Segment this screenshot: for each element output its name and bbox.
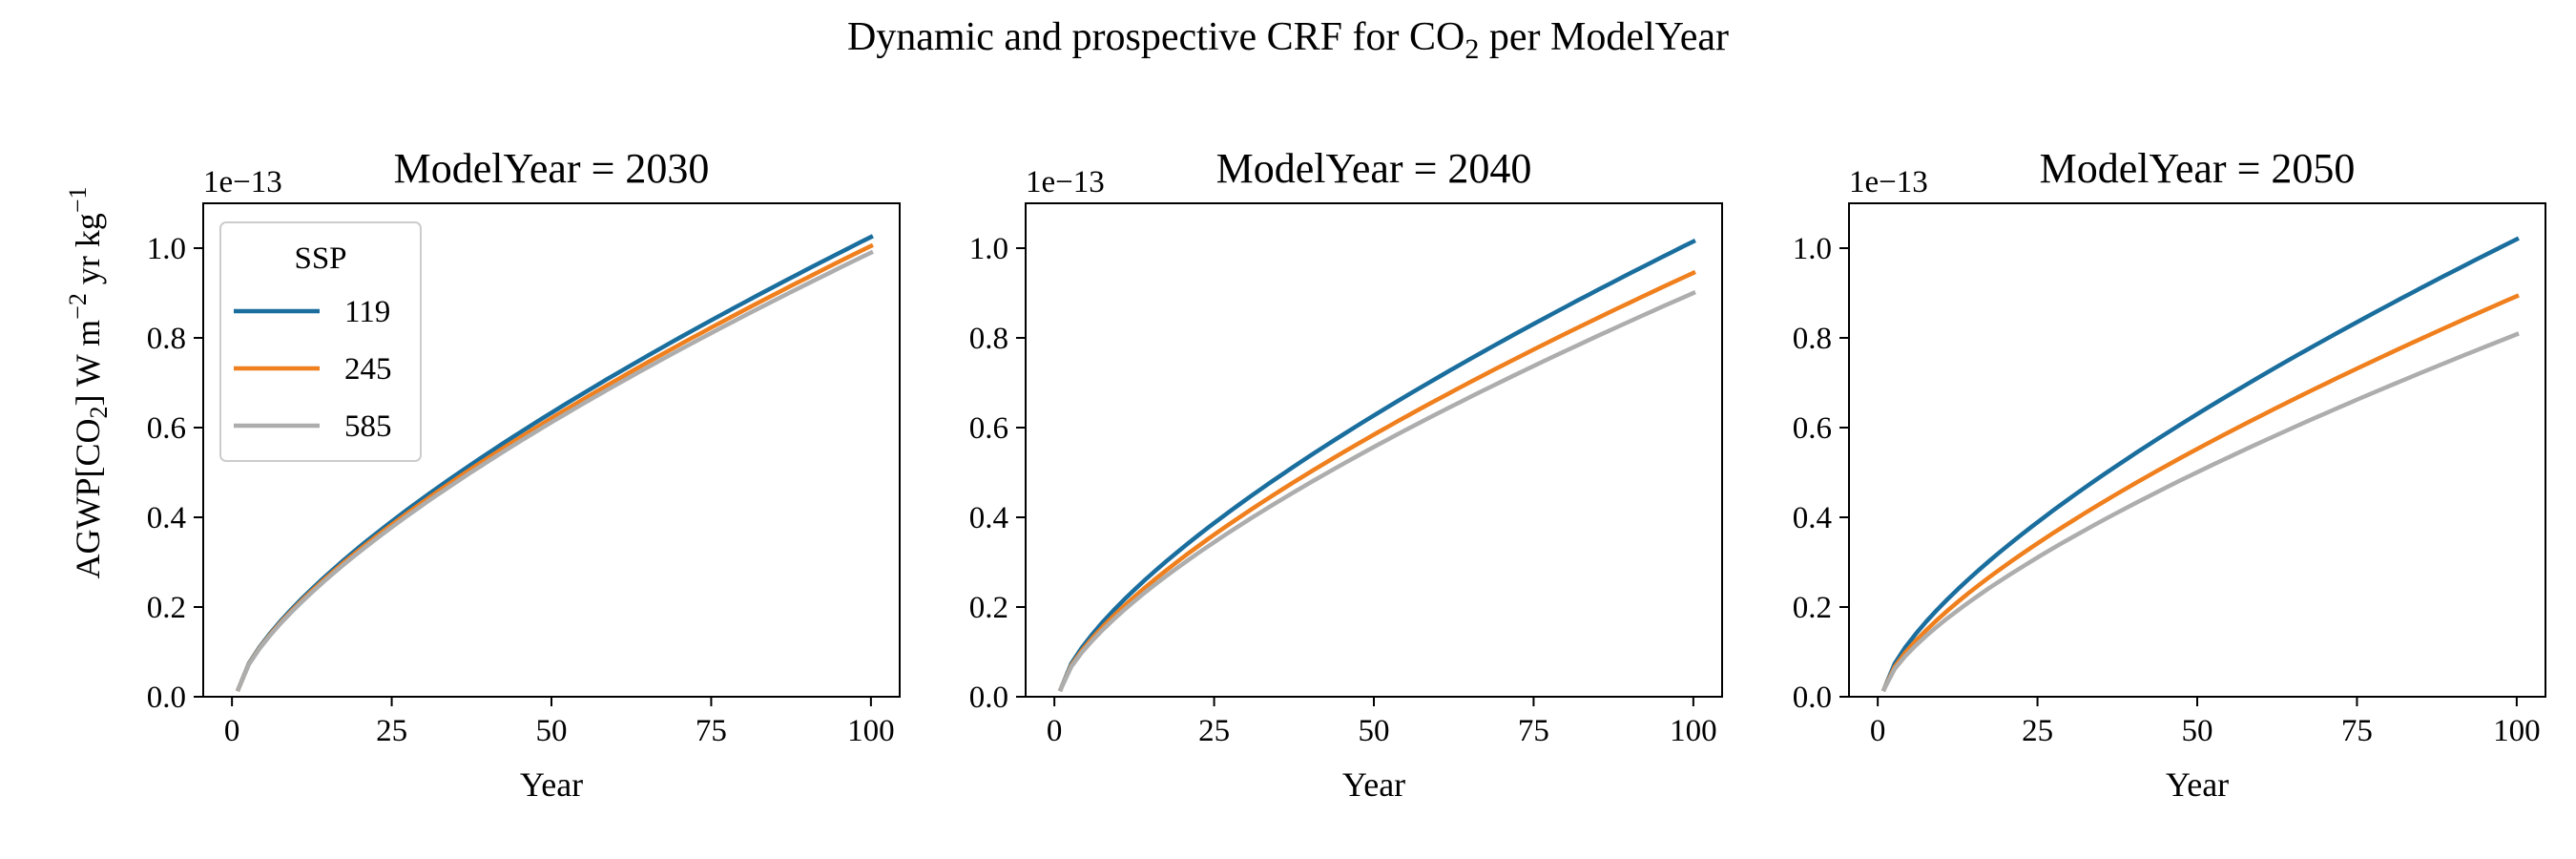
legend-box <box>219 221 422 462</box>
panel-2: ModelYear = 2040 1e−13 0 25 50 75 100 0.0 0.2 0.4… <box>969 145 1723 804</box>
x-tick-label: 50 <box>536 714 568 748</box>
x-tick-label: 0 <box>1047 714 1063 748</box>
x-tick-label: 100 <box>1670 714 1717 748</box>
y-tick-label: 0.8 <box>147 322 186 356</box>
series-line-245 <box>1880 293 2520 692</box>
y-tick-label: 0.2 <box>969 591 1008 625</box>
panels: ModelYear = 2030 1e−13 0 25 50 75 100 0.0 0.2 0.4… <box>147 145 2546 804</box>
series-lines <box>235 234 874 692</box>
x-tick-label: 25 <box>1198 714 1230 748</box>
y-tick-label: 1.0 <box>969 232 1008 266</box>
legend-item-245: 245 <box>234 352 392 387</box>
panel-title: ModelYear = 2040 <box>1216 145 1532 192</box>
y-offset-text: 1e−13 <box>203 165 282 199</box>
y-axis-label: AGWP[CO2] W m−2 yr kg−1 <box>64 186 113 578</box>
y-tick-label: 1.0 <box>1793 232 1832 266</box>
x-tick-label: 50 <box>1359 714 1390 748</box>
legend-title: SSP <box>294 241 346 276</box>
x-tick-label: 0 <box>224 714 240 748</box>
series-line-585 <box>1880 331 2520 693</box>
panel-title: ModelYear = 2030 <box>394 145 710 192</box>
x-tick-label: 0 <box>1870 714 1886 748</box>
y-tick-label: 0.2 <box>1793 591 1832 625</box>
legend-label: 119 <box>344 295 390 329</box>
y-axis-label-superscript-2: −1 <box>64 186 92 213</box>
series-lines <box>1880 236 2520 693</box>
figure-title: Dynamic and prospective CRF for CO2 per … <box>847 15 1729 65</box>
legend-item-585: 585 <box>234 409 392 444</box>
panel-title: ModelYear = 2050 <box>2040 145 2356 192</box>
x-tick-label: 25 <box>2022 714 2053 748</box>
x-tick-label: 100 <box>2493 714 2541 748</box>
y-tick-label: 0.0 <box>969 681 1008 715</box>
x-tick-label: 25 <box>376 714 407 748</box>
x-axis-label: Year <box>520 765 583 804</box>
panel-3: ModelYear = 2050 1e−13 0 25 50 75 100 0.0 0.2 0.4… <box>1793 145 2546 804</box>
figure-title-subscript: 2 <box>1465 33 1479 65</box>
x-tick-label: 75 <box>2341 714 2373 748</box>
y-tick-label: 0.6 <box>1793 411 1832 446</box>
series-lines <box>1057 238 1696 692</box>
x-tick-label: 75 <box>1518 714 1549 748</box>
y-tick-label: 1.0 <box>147 232 186 266</box>
y-tick-label: 0.4 <box>147 501 186 535</box>
legend-label: 245 <box>344 352 392 387</box>
legend: SSP 119 245 585 <box>219 221 422 462</box>
series-line-585 <box>1057 290 1696 692</box>
y-tick-label: 0.4 <box>1793 501 1832 535</box>
x-tick-label: 100 <box>847 714 895 748</box>
y-offset-text: 1e−13 <box>1849 165 1928 199</box>
y-axis-label-superscript-1: −2 <box>64 293 92 320</box>
y-tick-label: 0.8 <box>969 322 1008 356</box>
series-line-119 <box>1057 238 1696 692</box>
x-tick-label: 75 <box>696 714 727 748</box>
x-axis-label: Year <box>2166 765 2229 804</box>
y-axis-label-subscript: 2 <box>85 407 113 419</box>
x-tick-label: 50 <box>2182 714 2213 748</box>
y-tick-label: 0.4 <box>969 501 1008 535</box>
y-offset-text: 1e−13 <box>1026 165 1105 199</box>
y-tick-label: 0.6 <box>969 411 1008 446</box>
series-line-585 <box>235 249 874 692</box>
legend-label: 585 <box>344 409 392 444</box>
x-axis-label: Year <box>1342 765 1405 804</box>
y-tick-label: 0.0 <box>1793 681 1832 715</box>
series-line-245 <box>1057 269 1696 692</box>
y-tick-label: 0.8 <box>1793 322 1832 356</box>
panel-1: ModelYear = 2030 1e−13 0 25 50 75 100 0.0 0.2 0.4… <box>147 145 901 804</box>
y-tick-label: 0.2 <box>147 591 186 625</box>
y-tick-label: 0.0 <box>147 681 186 715</box>
legend-item-119: 119 <box>234 295 390 329</box>
series-line-119 <box>1880 236 2520 692</box>
y-tick-label: 0.6 <box>147 411 186 446</box>
